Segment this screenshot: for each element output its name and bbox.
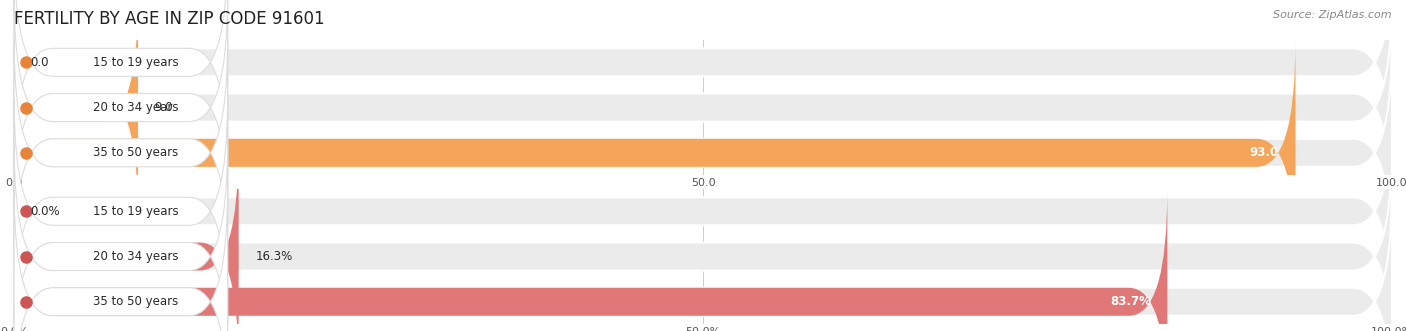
Text: 0.0%: 0.0% [31,205,60,218]
Text: FERTILITY BY AGE IN ZIP CODE 91601: FERTILITY BY AGE IN ZIP CODE 91601 [14,10,325,28]
Text: 16.3%: 16.3% [256,250,292,263]
FancyBboxPatch shape [14,0,138,220]
Text: 15 to 19 years: 15 to 19 years [93,56,179,69]
FancyBboxPatch shape [14,144,1392,331]
FancyBboxPatch shape [14,0,1392,220]
FancyBboxPatch shape [14,40,1392,265]
Text: 93.0: 93.0 [1250,146,1279,159]
Text: 9.0: 9.0 [155,101,173,114]
FancyBboxPatch shape [14,189,1392,331]
FancyBboxPatch shape [14,189,1167,331]
FancyBboxPatch shape [14,99,228,324]
Text: 20 to 34 years: 20 to 34 years [93,250,179,263]
FancyBboxPatch shape [14,99,1392,324]
FancyBboxPatch shape [14,144,239,331]
FancyBboxPatch shape [14,0,228,175]
Text: 35 to 50 years: 35 to 50 years [93,146,179,159]
Text: 35 to 50 years: 35 to 50 years [93,295,179,308]
Text: 20 to 34 years: 20 to 34 years [93,101,179,114]
FancyBboxPatch shape [14,40,228,265]
Text: 83.7%: 83.7% [1109,295,1152,308]
FancyBboxPatch shape [14,40,1295,265]
Text: 0.0: 0.0 [31,56,49,69]
FancyBboxPatch shape [14,144,228,331]
FancyBboxPatch shape [14,0,1392,175]
FancyBboxPatch shape [14,0,228,220]
Text: Source: ZipAtlas.com: Source: ZipAtlas.com [1274,10,1392,20]
Text: 15 to 19 years: 15 to 19 years [93,205,179,218]
FancyBboxPatch shape [14,189,228,331]
